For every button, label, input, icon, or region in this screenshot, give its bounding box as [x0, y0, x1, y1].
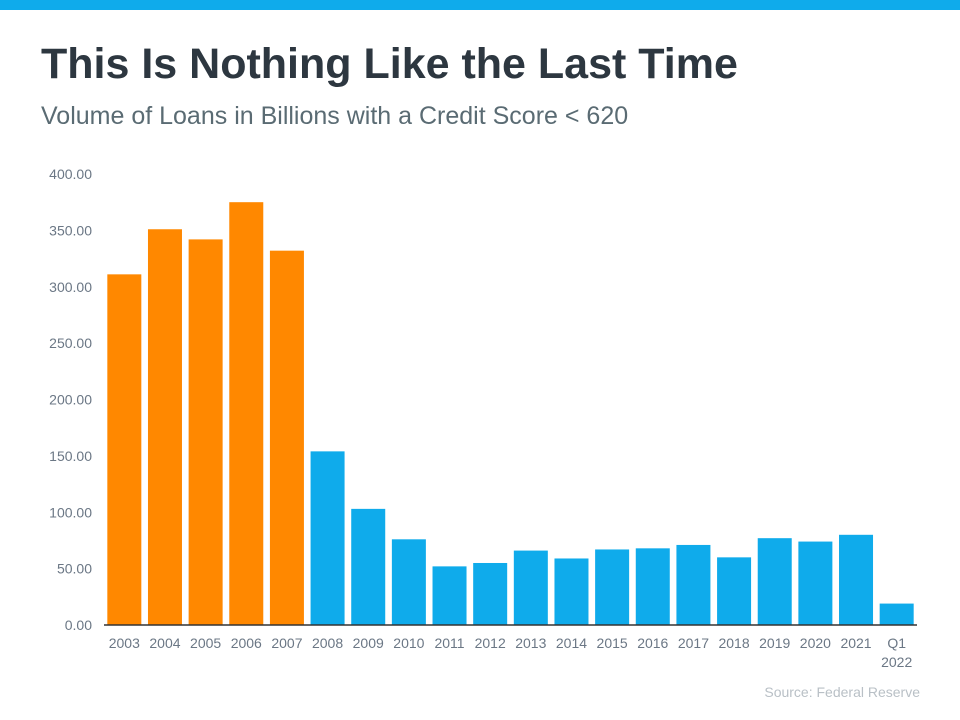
bar-2008 — [310, 451, 345, 625]
y-tick-label: 0.00 — [65, 617, 92, 633]
x-tick-label: 2008 — [312, 635, 343, 651]
bar-2009 — [351, 508, 386, 625]
y-tick-label: 250.00 — [49, 335, 92, 351]
x-tick-label: 2003 — [109, 635, 140, 651]
bar-2014 — [554, 558, 589, 625]
x-tick-label: 2015 — [597, 635, 628, 651]
x-tick-label: 2019 — [759, 635, 790, 651]
bar-2003 — [107, 274, 142, 625]
x-tick-label: 2005 — [190, 635, 221, 651]
y-tick-label: 300.00 — [49, 279, 92, 295]
x-tick-label: 2016 — [637, 635, 668, 651]
x-tick-label: 2014 — [556, 635, 587, 651]
x-tick-label: 2021 — [840, 635, 871, 651]
x-tick-label: Q1 2022 — [881, 635, 912, 670]
bar-2016 — [635, 548, 670, 625]
source-note: Source: Federal Reserve — [764, 684, 920, 700]
x-tick-label: 2006 — [231, 635, 262, 651]
bar-2018 — [717, 557, 752, 625]
bar-2013 — [513, 550, 548, 625]
x-tick-label: 2012 — [475, 635, 506, 651]
bar-q1-2022 — [879, 603, 914, 625]
bar-2021 — [839, 534, 874, 625]
y-tick-label: 350.00 — [49, 222, 92, 238]
chart-title: This Is Nothing Like the Last Time — [41, 40, 738, 88]
x-tick-label: 2011 — [434, 635, 464, 651]
x-tick-label: 2020 — [800, 635, 831, 651]
top-accent-bar — [0, 0, 960, 10]
x-tick-label: 2004 — [149, 635, 180, 651]
chart-subtitle: Volume of Loans in Billions with a Credi… — [41, 102, 629, 130]
x-tick-label: 2017 — [678, 635, 709, 651]
bar-2017 — [676, 544, 711, 625]
x-tick-label: 2009 — [353, 635, 384, 651]
bar-2015 — [595, 549, 630, 625]
x-tick-label: 2018 — [718, 635, 749, 651]
bar-2019 — [757, 538, 792, 625]
bar-2007 — [269, 250, 304, 626]
y-tick-label: 200.00 — [49, 392, 92, 408]
x-tick-label: 2010 — [393, 635, 424, 651]
y-tick-label: 50.00 — [57, 561, 92, 577]
bar-2006 — [229, 202, 264, 625]
bar-2004 — [147, 229, 182, 625]
y-tick-label: 400.00 — [49, 166, 92, 182]
x-tick-label: 2013 — [515, 635, 546, 651]
y-tick-label: 100.00 — [49, 504, 92, 520]
bar-2005 — [188, 239, 223, 625]
bar-2011 — [432, 566, 467, 625]
bar-2012 — [473, 562, 508, 625]
bar-2020 — [798, 541, 833, 625]
x-tick-label: 2007 — [271, 635, 302, 651]
bar-2010 — [391, 539, 426, 625]
y-tick-label: 150.00 — [49, 448, 92, 464]
